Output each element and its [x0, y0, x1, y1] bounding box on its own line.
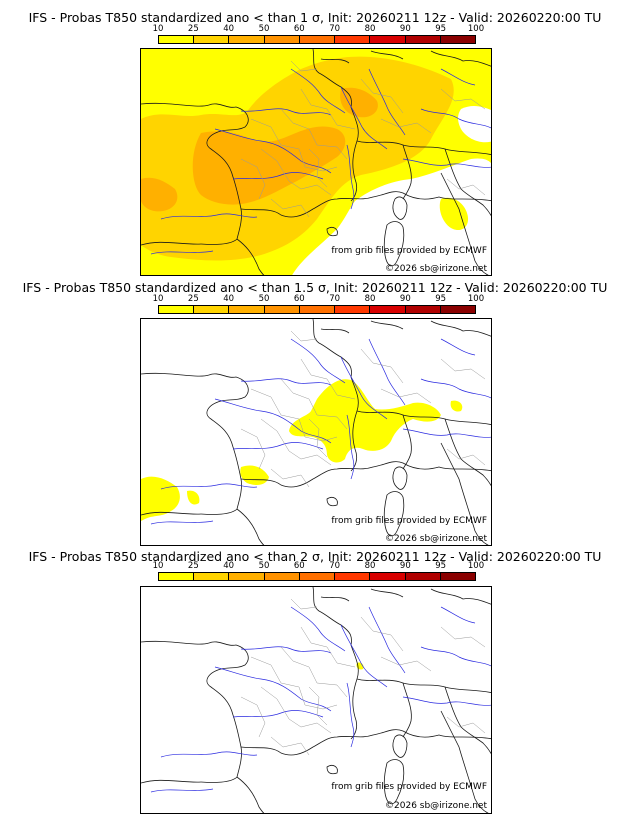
colorbar-ticks: 10 25 40 50 60 70 80 90 95 100 — [153, 294, 485, 305]
map-canvas — [141, 49, 491, 275]
map-canvas — [141, 587, 491, 813]
colorbar-swatch — [159, 573, 195, 580]
colorbar-swatch — [405, 573, 441, 580]
prob-area-10 — [141, 476, 180, 521]
colorbar-tick: 80 — [364, 294, 376, 304]
colorbar-tick: 40 — [223, 294, 235, 304]
no-prob-area — [292, 158, 491, 275]
prob-area-40 — [141, 177, 178, 212]
map-panel-1: IFS - Probas T850 standardized ano < tha… — [0, 0, 630, 276]
colorbar-swatch — [159, 36, 195, 43]
colorbar-tick: 100 — [467, 294, 485, 304]
colorbar: 10 25 40 50 60 70 80 90 95 100 — [153, 294, 485, 314]
colorbar-swatch — [440, 306, 475, 313]
colorbar-swatch — [264, 36, 300, 43]
colorbar-tick: 70 — [329, 24, 341, 34]
copyright-credit: ©2026 sb@irizone.net — [385, 264, 487, 274]
colorbar-tick: 90 — [399, 294, 411, 304]
colorbar-swatch — [440, 573, 475, 580]
colorbar-swatch — [299, 306, 336, 313]
colorbar-tick: 90 — [399, 561, 411, 571]
map-panel-3: IFS - Probas T850 standardized ano < tha… — [0, 546, 630, 828]
colorbar-tick: 10 — [152, 561, 164, 571]
prob-area-40 — [192, 126, 346, 205]
colorbar-swatch — [405, 36, 441, 43]
source-credit: from grib files provided by ECMWF — [331, 782, 487, 792]
colorbar-swatch — [194, 306, 230, 313]
colorbar-swatch — [335, 573, 371, 580]
colorbar-swatch — [159, 306, 195, 313]
colorbar-tick: 60 — [293, 561, 305, 571]
panel-title: IFS - Probas T850 standardized ano < tha… — [22, 280, 608, 295]
colorbar-swatch — [370, 306, 406, 313]
prob-area-10 — [187, 490, 200, 505]
colorbar-swatch — [370, 573, 406, 580]
colorbar-tick: 80 — [364, 561, 376, 571]
colorbar-tick: 10 — [152, 24, 164, 34]
colorbar-swatch — [405, 306, 441, 313]
colorbar-tick: 95 — [435, 24, 447, 34]
colorbar-tick: 50 — [258, 24, 270, 34]
source-credit: from grib files provided by ECMWF — [331, 246, 487, 256]
colorbar-swatch — [335, 306, 371, 313]
colorbar-ticks: 10 25 40 50 60 70 80 90 95 100 — [153, 561, 485, 572]
colorbar-tick: 25 — [187, 294, 199, 304]
colorbar-tick: 60 — [293, 24, 305, 34]
copyright-credit: ©2026 sb@irizone.net — [385, 801, 487, 811]
colorbar-swatch — [299, 36, 336, 43]
colorbar-tick: 100 — [467, 24, 485, 34]
colorbar-swatch — [229, 36, 265, 43]
colorbar-tick: 25 — [187, 24, 199, 34]
geography-lines — [141, 587, 491, 813]
colorbar-tick: 90 — [399, 24, 411, 34]
prob-area-10 — [240, 465, 269, 485]
map-frame: from grib files provided by ECMWF ©2026 … — [140, 586, 492, 814]
map-frame: from grib files provided by ECMWF ©2026 … — [140, 318, 492, 546]
colorbar-ticks: 10 25 40 50 60 70 80 90 95 100 — [153, 24, 485, 35]
colorbar-tick: 60 — [293, 294, 305, 304]
colorbar: 10 25 40 50 60 70 80 90 95 100 — [153, 561, 485, 581]
colorbar-swatch — [335, 36, 371, 43]
colorbar-tick: 70 — [329, 561, 341, 571]
map-panel-2: IFS - Probas T850 standardized ano < tha… — [0, 276, 630, 546]
colorbar-tick: 40 — [223, 24, 235, 34]
colorbar-swatch — [194, 573, 230, 580]
map-frame: from grib files provided by ECMWF ©2026 … — [140, 48, 492, 276]
colorbar-tick: 95 — [435, 294, 447, 304]
no-prob-area — [458, 105, 491, 143]
colorbar-tick: 80 — [364, 24, 376, 34]
colorbar-swatch — [264, 306, 300, 313]
colorbar-tick: 95 — [435, 561, 447, 571]
colorbar-swatch — [229, 306, 265, 313]
prob-area-10 — [439, 197, 469, 231]
colorbar-swatch — [194, 36, 230, 43]
colorbar-swatch — [229, 573, 265, 580]
colorbar-tick: 50 — [258, 561, 270, 571]
panel-title: IFS - Probas T850 standardized ano < tha… — [28, 10, 602, 25]
colorbar-swatches — [158, 305, 476, 314]
colorbar-swatch — [370, 36, 406, 43]
colorbar-swatches — [158, 572, 476, 581]
probability-field — [141, 49, 491, 275]
colorbar-tick: 50 — [258, 294, 270, 304]
copyright-credit: ©2026 sb@irizone.net — [385, 534, 487, 544]
panel-title: IFS - Probas T850 standardized ano < tha… — [28, 549, 602, 564]
colorbar-tick: 10 — [152, 294, 164, 304]
prob-area-10 — [289, 379, 441, 463]
colorbar-tick: 70 — [329, 294, 341, 304]
map-canvas — [141, 319, 491, 545]
colorbar: 10 25 40 50 60 70 80 90 95 100 — [153, 24, 485, 44]
source-credit: from grib files provided by ECMWF — [331, 516, 487, 526]
colorbar-swatch — [264, 573, 300, 580]
colorbar-swatches — [158, 35, 476, 44]
colorbar-swatch — [440, 36, 475, 43]
colorbar-swatch — [299, 573, 336, 580]
colorbar-tick: 25 — [187, 561, 199, 571]
colorbar-tick: 100 — [467, 561, 485, 571]
probability-field — [141, 379, 463, 521]
colorbar-tick: 40 — [223, 561, 235, 571]
prob-area-10 — [450, 400, 463, 412]
